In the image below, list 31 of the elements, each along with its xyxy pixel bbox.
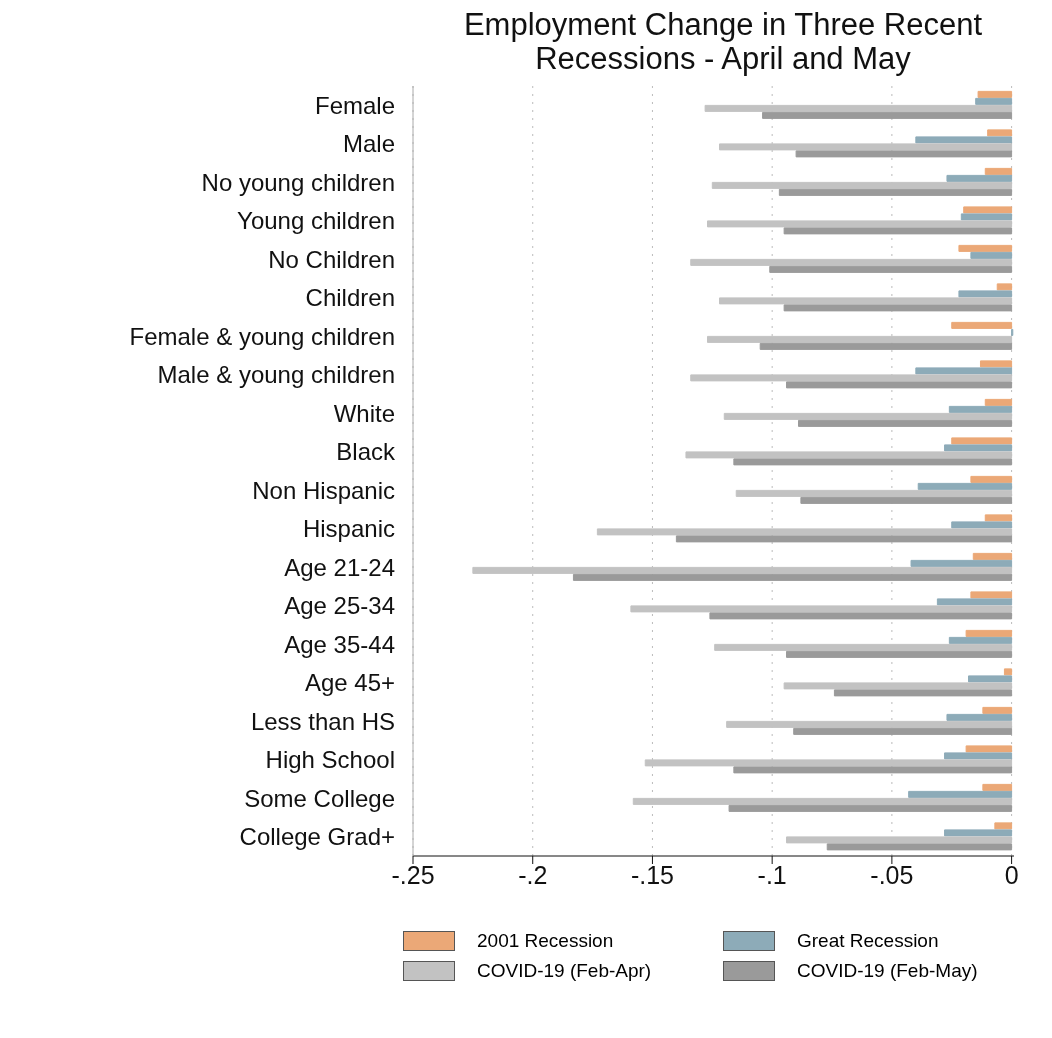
chart-title: Employment Change in Three Recent Recessions - April and May — [462, 7, 984, 76]
y-tick-label: High School — [265, 746, 395, 774]
x-tick-label: -.05 — [870, 860, 914, 889]
x-tick-label: -.1 — [757, 860, 787, 889]
y-tick-label: Hispanic — [302, 515, 395, 543]
y-tick-label: Some College — [244, 784, 395, 812]
y-tick-label: Black — [336, 438, 396, 466]
y-tick-label: Male & young children — [157, 361, 395, 389]
x-tick-label: -.2 — [518, 860, 548, 889]
y-tick-label: Age 21-24 — [284, 553, 395, 581]
x-tick-label: 0 — [1004, 860, 1019, 889]
y-tick-label: Female & young children — [129, 322, 395, 350]
legend-label: COVID-19 (Feb-May) — [797, 960, 978, 982]
y-tick-label: Age 25-34 — [284, 592, 395, 620]
y-tick-label: Children — [305, 284, 395, 312]
y-tick-label: Female — [314, 91, 395, 119]
y-tick-label: No young children — [201, 168, 395, 196]
y-tick-label: Age 35-44 — [284, 630, 395, 658]
y-tick-label: Young children — [237, 207, 395, 235]
x-tick-label: -.25 — [391, 860, 435, 889]
y-tick-label: Male — [342, 130, 395, 158]
x-tick-label: -.15 — [630, 860, 674, 889]
y-tick-label: Less than HS — [250, 707, 395, 735]
legend-label: Great Recession — [797, 930, 939, 952]
legend-label: 2001 Recession — [477, 930, 614, 952]
legend-label: COVID-19 (Feb-Apr) — [477, 960, 652, 982]
y-tick-label: Age 45+ — [304, 669, 395, 697]
y-tick-label: No Children — [268, 245, 395, 273]
y-tick-label: White — [333, 399, 395, 427]
y-tick-label: Non Hispanic — [252, 476, 395, 504]
y-tick-label: College Grad+ — [239, 823, 395, 851]
